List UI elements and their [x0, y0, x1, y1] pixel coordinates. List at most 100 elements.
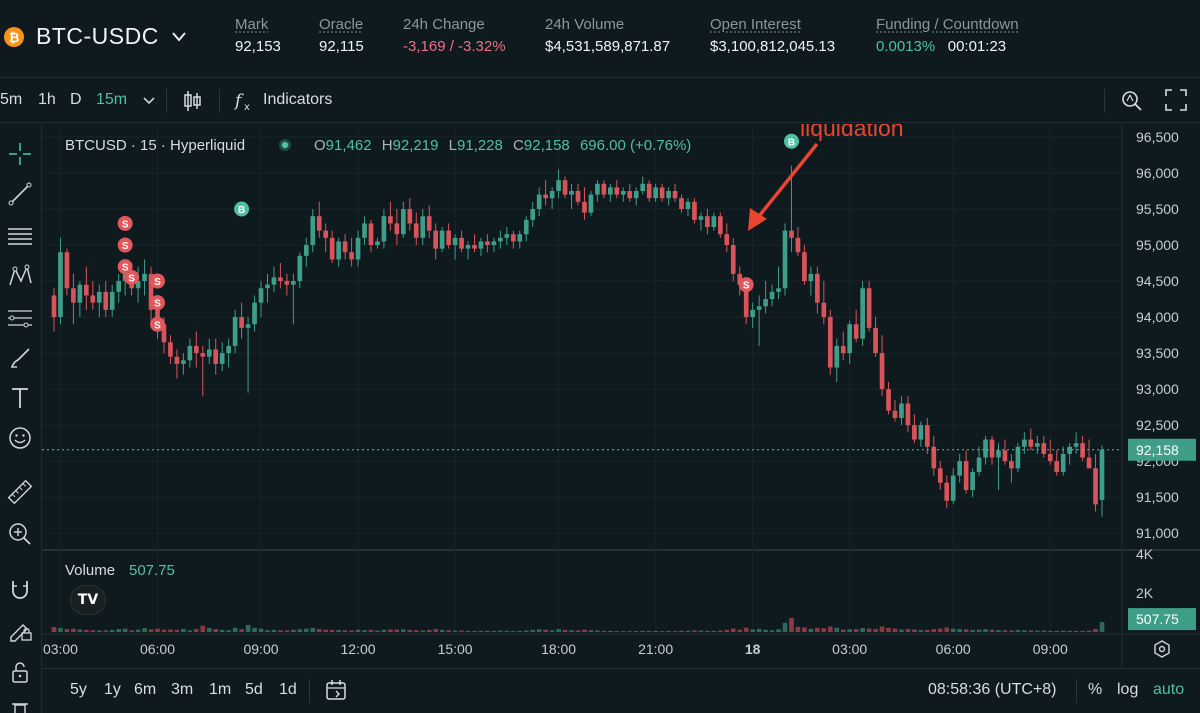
candle-body: [724, 234, 730, 246]
volume-bar: [575, 630, 581, 632]
unlock-icon[interactable]: [4, 656, 36, 688]
candle-body: [116, 281, 122, 292]
volume-bar: [84, 629, 89, 632]
volume-bar: [355, 629, 361, 632]
volume-bar: [724, 629, 730, 632]
volume-bar: [213, 629, 219, 632]
quick-search-icon[interactable]: [1119, 88, 1145, 114]
tradingview-logo[interactable]: TV: [70, 585, 106, 615]
volume-bar: [168, 629, 173, 632]
text-tool-icon[interactable]: [4, 382, 36, 414]
range-5d[interactable]: 5d: [245, 681, 263, 698]
volume-bar: [103, 630, 109, 632]
candle-body: [1002, 450, 1008, 462]
auto-scale-toggle[interactable]: auto: [1153, 681, 1185, 698]
volume-bar: [1073, 630, 1079, 632]
volume-bar: [452, 630, 458, 632]
last-price-label: 92,158: [1136, 442, 1179, 458]
funding-rate: 0.0013%: [876, 38, 936, 55]
percent-scale-toggle[interactable]: %: [1088, 681, 1103, 698]
clock-time[interactable]: 08:58:36 (UTC+8): [928, 681, 1057, 698]
horizontal-lines-icon[interactable]: [4, 220, 36, 252]
volume-bar: [77, 629, 83, 632]
volume-bar: [950, 628, 956, 632]
indicators-button[interactable]: Indicators: [263, 91, 333, 108]
emoji-icon[interactable]: [4, 422, 36, 454]
candle-body: [717, 216, 723, 235]
candle-body: [510, 234, 516, 242]
volume-bar: [51, 627, 57, 632]
volume-value: $4,531,589,871.87: [545, 38, 671, 55]
last-volume-badge: [1128, 608, 1196, 631]
candle-body: [226, 345, 231, 354]
function-fx-icon[interactable]: f x: [234, 89, 256, 113]
candle-body: [905, 403, 911, 426]
volume-bar: [310, 627, 316, 632]
brush-icon[interactable]: [4, 342, 36, 374]
candle-body: [252, 302, 257, 325]
volume-bar: [963, 629, 969, 632]
calendar-goto-icon[interactable]: [324, 678, 348, 702]
volume-bar: [834, 627, 840, 632]
price-tick-label: 96,000: [1136, 165, 1179, 181]
candle-body: [1060, 453, 1066, 472]
pair-selector[interactable]: BTC-USDC: [36, 23, 159, 49]
volume-bar: [181, 628, 186, 632]
volume-bar: [362, 630, 367, 632]
volume-bar: [776, 629, 781, 632]
candle-body: [1067, 446, 1072, 454]
log-scale-toggle[interactable]: log: [1117, 681, 1139, 698]
market-header: ₿ BTC-USDC Mark 92,153 Oracle 92,115 24h…: [0, 0, 1200, 78]
candle-body: [659, 187, 665, 199]
price-tick-label: 93,000: [1136, 381, 1179, 397]
range-1d[interactable]: 1d: [279, 681, 297, 698]
candle-body: [394, 223, 400, 235]
ruler-icon[interactable]: [4, 476, 36, 508]
range-1m[interactable]: 1m: [209, 681, 232, 698]
volume-bar: [1034, 630, 1040, 632]
lock-pencil-icon[interactable]: [4, 614, 36, 646]
volume-bar: [291, 629, 296, 632]
pattern-icon[interactable]: [4, 260, 36, 292]
fib-retracement-icon[interactable]: [4, 302, 36, 334]
volume-bar: [413, 630, 419, 632]
volume-bar: [388, 629, 393, 632]
magnet-icon[interactable]: [4, 574, 36, 606]
candle-body: [530, 209, 536, 220]
candle-body: [96, 291, 102, 303]
candle-style-icon[interactable]: [183, 89, 203, 113]
interval-chevron-down-icon[interactable]: [143, 97, 155, 105]
chart-legend: BTCUSD · 15 · Hyperliquid O91,462 H92,21…: [65, 137, 691, 579]
interval-1h[interactable]: 1h: [38, 91, 56, 108]
candle-body: [782, 230, 788, 289]
candle-body: [407, 209, 413, 224]
annotation-label: liquidation: [800, 124, 904, 141]
trend-line-icon[interactable]: [4, 178, 36, 210]
interval-5m[interactable]: 5m: [0, 91, 23, 108]
volume-bar: [899, 629, 904, 632]
range-1y[interactable]: 1y: [104, 681, 121, 698]
candle-body: [1015, 446, 1021, 469]
range-6m[interactable]: 6m: [134, 681, 157, 698]
volume-bar: [905, 629, 911, 632]
crosshair-icon[interactable]: [4, 138, 36, 170]
candle-body: [672, 190, 678, 199]
zoom-in-icon[interactable]: [4, 518, 36, 550]
range-3m[interactable]: 3m: [171, 681, 194, 698]
fullscreen-icon[interactable]: [1164, 88, 1188, 112]
volume-bar: [155, 628, 160, 632]
range-5y[interactable]: 5y: [70, 681, 87, 698]
trash-icon[interactable]: [4, 692, 36, 713]
interval-selected[interactable]: 15m: [96, 91, 128, 108]
price-axis: 91,00091,50092,00092,50093,00093,50094,0…: [42, 124, 1196, 668]
range-bar: 5y 1y 6m 3m 1m 5d 1d 08:58:36 (UTC+8) % …: [42, 668, 1200, 713]
volume-bar: [206, 627, 212, 632]
volume-bar: [135, 629, 141, 632]
volume-bar: [582, 629, 587, 632]
candle-body: [265, 284, 270, 289]
chevron-down-icon[interactable]: [171, 31, 187, 43]
volume-bar: [523, 630, 529, 632]
interval-D[interactable]: D: [70, 91, 82, 108]
candle-body: [588, 194, 594, 213]
